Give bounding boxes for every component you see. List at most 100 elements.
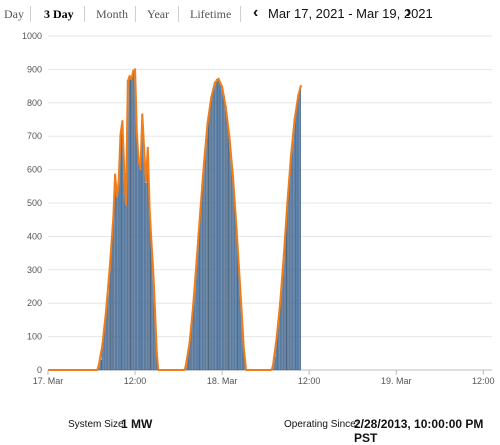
bar xyxy=(136,135,138,371)
line-point xyxy=(271,364,275,368)
system-size-value: 1 MW xyxy=(121,417,153,431)
line-point xyxy=(135,133,138,136)
line-point xyxy=(143,146,146,149)
y-tick-label: 100 xyxy=(27,332,42,342)
bar xyxy=(143,149,145,371)
bar xyxy=(130,79,133,371)
line-point xyxy=(282,254,285,257)
line-point xyxy=(286,201,289,204)
line-point xyxy=(199,208,202,211)
line-point xyxy=(224,105,227,108)
y-tick-label: 600 xyxy=(27,165,42,175)
bar xyxy=(116,196,118,371)
line-point xyxy=(217,77,220,80)
line-point xyxy=(188,342,191,345)
y-tick-label: 0 xyxy=(37,365,42,375)
bar-series xyxy=(97,69,301,371)
series-line xyxy=(48,68,302,371)
line-point xyxy=(289,154,293,157)
line-point xyxy=(144,180,148,183)
bar xyxy=(221,87,223,371)
system-size-label: System Size: xyxy=(68,419,127,430)
line-point xyxy=(228,135,231,138)
line-point xyxy=(141,113,144,116)
y-tick-label: 1000 xyxy=(22,31,42,41)
bar xyxy=(210,97,213,371)
y-axis-labels: 0 100 200 300 400 500 600 700 800 900 1000 xyxy=(22,31,42,375)
line-point xyxy=(206,121,209,124)
y-tick-label: 800 xyxy=(27,98,42,108)
bar xyxy=(145,182,147,371)
tab-3-day[interactable]: 3 Day xyxy=(44,7,74,21)
bar xyxy=(286,202,289,371)
line-point xyxy=(117,180,120,183)
x-tick-label: 12:00 xyxy=(298,376,321,386)
bar xyxy=(293,119,296,371)
line-point xyxy=(104,310,108,313)
tab-lifetime[interactable]: Lifetime xyxy=(190,7,232,21)
operating-since-label: Operating Since: xyxy=(284,419,359,430)
y-tick-label: 300 xyxy=(27,265,42,275)
line-point xyxy=(126,79,129,83)
line-point xyxy=(155,352,158,355)
line-point xyxy=(213,81,216,84)
bar xyxy=(125,202,127,371)
line-point xyxy=(132,69,135,73)
tab-month[interactable]: Month xyxy=(96,7,129,21)
y-tick-label: 500 xyxy=(27,198,42,208)
bar xyxy=(297,95,300,371)
bar xyxy=(203,162,205,371)
bar xyxy=(212,89,214,371)
chevron-right-icon[interactable]: › xyxy=(406,4,412,21)
y-tick-label: 700 xyxy=(27,131,42,141)
bar xyxy=(123,169,125,371)
line-point xyxy=(108,267,111,270)
line-point xyxy=(221,85,224,88)
line-point xyxy=(115,195,119,198)
bar xyxy=(121,122,124,371)
bar xyxy=(208,109,211,371)
line-point xyxy=(195,258,198,261)
line-point xyxy=(137,160,140,163)
line-series xyxy=(48,68,302,371)
period-tabs: Day 3 Day Month Year Lifetime ‹ Mar 17, … xyxy=(0,0,500,30)
line-point xyxy=(124,203,128,206)
bar xyxy=(228,137,231,371)
line-point xyxy=(297,94,300,97)
line-point xyxy=(150,240,153,243)
bar xyxy=(295,105,298,371)
bar xyxy=(214,82,216,371)
y-tick-label: 200 xyxy=(27,298,42,308)
bar xyxy=(137,162,140,371)
tab-separator xyxy=(84,6,85,22)
energy-chart: 0 100 200 300 400 500 600 700 800 900 1000 17. Mar… xyxy=(22,31,495,386)
line-point xyxy=(210,96,213,99)
bar xyxy=(223,95,225,371)
line-point xyxy=(101,343,104,347)
line-point xyxy=(275,338,278,341)
bar xyxy=(128,75,131,371)
bar xyxy=(117,182,120,371)
bar xyxy=(119,135,122,371)
bar xyxy=(112,219,115,371)
chevron-left-icon[interactable]: ‹ xyxy=(253,4,259,21)
bar xyxy=(224,107,227,371)
tab-year[interactable]: Year xyxy=(147,7,170,21)
x-tick-label: 18. Mar xyxy=(207,376,238,386)
line-point xyxy=(130,78,133,81)
line-point xyxy=(184,364,187,368)
line-point xyxy=(139,166,142,170)
x-tick-label: 12:00 xyxy=(124,376,147,386)
date-range: Mar 17, 2021 - Mar 19, 2021 xyxy=(268,6,433,21)
bar xyxy=(219,82,222,371)
line-point xyxy=(202,161,206,165)
bar xyxy=(132,72,135,371)
tab-day[interactable]: Day xyxy=(4,7,24,21)
line-point xyxy=(119,133,122,136)
line-point xyxy=(279,301,282,304)
bar xyxy=(206,122,209,371)
line-point xyxy=(123,168,126,171)
line-point xyxy=(152,268,155,271)
tab-separator xyxy=(30,6,31,22)
bar xyxy=(215,79,218,371)
